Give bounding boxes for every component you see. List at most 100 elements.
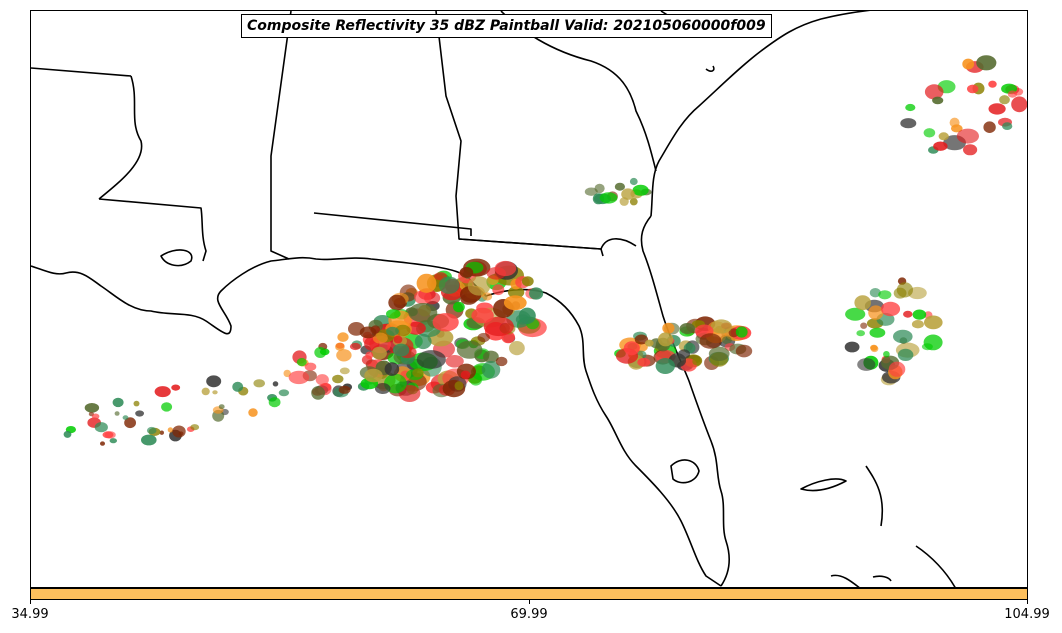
state-border-al-fl [313, 212, 472, 236]
paintball-cell [374, 383, 391, 394]
paintball-cell [870, 345, 879, 353]
paintball-cell [888, 361, 906, 377]
paintball-cell [438, 276, 460, 294]
paintball-cell [412, 368, 424, 378]
bahamas-island-1 [800, 478, 847, 492]
paintball-cell [845, 307, 866, 321]
paintball-cell [507, 286, 525, 299]
map-panel [30, 10, 1028, 588]
central-gulf-band [283, 322, 417, 400]
paintball-cell [860, 322, 868, 329]
paintball-cell [278, 389, 290, 397]
paintball-cell [91, 413, 100, 420]
paintball-cell [503, 295, 527, 311]
paintball-cell [315, 374, 329, 386]
paintball-cell [868, 305, 884, 320]
paintball-cell [962, 58, 975, 70]
paintball-cell [288, 370, 310, 385]
bahamas-island-2 [865, 465, 884, 527]
central-florida-cluster [614, 316, 753, 374]
paintball-cell [459, 267, 474, 278]
paintball-cell [467, 276, 491, 296]
paintball-cell [445, 355, 464, 368]
paintball-cell [483, 316, 514, 337]
paintball-cell [154, 386, 171, 398]
paintball-cell [372, 332, 388, 344]
state-border-la-ms [98, 198, 207, 262]
paintball-cell [253, 379, 265, 388]
paintball-cell [637, 357, 651, 367]
paintball-cell [983, 121, 996, 133]
colorbar-tick-label-max: 104.99 [1004, 607, 1050, 622]
paintball-cell [634, 334, 649, 345]
paintball-cell [949, 117, 960, 128]
state-border-ar-la [31, 67, 132, 77]
atlantic-offshore-cluster [844, 277, 943, 386]
colorbar-tick-mark [529, 600, 530, 604]
paintball-cell [218, 404, 225, 410]
paintball-cell [924, 315, 943, 330]
paintball-cell [854, 295, 871, 311]
paintball-cell [212, 390, 218, 395]
paintball-cell [384, 362, 400, 376]
paintball-cell [100, 441, 105, 446]
paintball-cell [359, 326, 377, 339]
paintball-cell [903, 310, 913, 318]
paintball-cell [388, 294, 406, 311]
paintball-cell [311, 386, 325, 400]
paintball-cell [414, 290, 432, 305]
paintball-cell [735, 326, 748, 338]
paintball-cell [454, 381, 464, 391]
paintball-cell [206, 375, 222, 388]
paintball-cell [414, 333, 432, 350]
georgia-coast-cluster [584, 177, 652, 206]
paintball-cell [932, 96, 944, 105]
paintball-cell [268, 397, 281, 408]
paintball-cell [122, 415, 129, 420]
paintball-cell [938, 132, 949, 141]
paintball-cell [453, 301, 465, 313]
paintball-cell [896, 282, 914, 298]
paintball-cell [349, 342, 361, 351]
paintball-cell [900, 118, 917, 129]
paintball-cell [880, 301, 901, 317]
paintball-cell [171, 384, 181, 391]
paintball-cell [521, 276, 534, 287]
paintball-cell [857, 358, 876, 371]
paintball-cell [679, 323, 695, 334]
colorbar [30, 588, 1028, 600]
state-border-ms-al [270, 11, 292, 260]
state-border-al-ga [435, 11, 604, 257]
colorbar-tick-mark [30, 600, 31, 604]
paintball-cell [912, 309, 927, 320]
paintball-cell [924, 84, 944, 100]
paintball-cell [883, 351, 890, 358]
paintball-cell [395, 324, 411, 337]
paintball-cell [967, 84, 979, 94]
cuba-coast [830, 574, 860, 587]
paintball-cell [655, 358, 675, 374]
paintball-cell [529, 287, 544, 300]
colorbar-tick-label-mid: 69.99 [510, 607, 548, 622]
bahamas-island-3 [915, 545, 956, 587]
paintball-cell [988, 80, 997, 88]
paintball-cell [161, 402, 173, 412]
paintball-cell [1011, 96, 1027, 113]
paintball-cell [471, 307, 494, 324]
far-atlantic-northeast-cluster [900, 55, 1027, 156]
paintball-cell [632, 184, 649, 196]
map-canvas [31, 11, 1027, 587]
paintball-cell [735, 344, 753, 358]
paintball-cell [296, 358, 307, 367]
paintball-cell [114, 411, 120, 416]
paintball-cell [159, 430, 164, 435]
paintball-cell [699, 333, 722, 349]
paintball-cell [645, 339, 654, 347]
state-border-ga-fl [458, 238, 637, 250]
paintball-cell [721, 336, 732, 345]
paintball-cell [109, 438, 118, 444]
paintball-cell [923, 334, 943, 351]
paintball-cell [338, 385, 351, 394]
coastline-louisiana [31, 256, 722, 587]
paintball-cell [477, 332, 490, 343]
